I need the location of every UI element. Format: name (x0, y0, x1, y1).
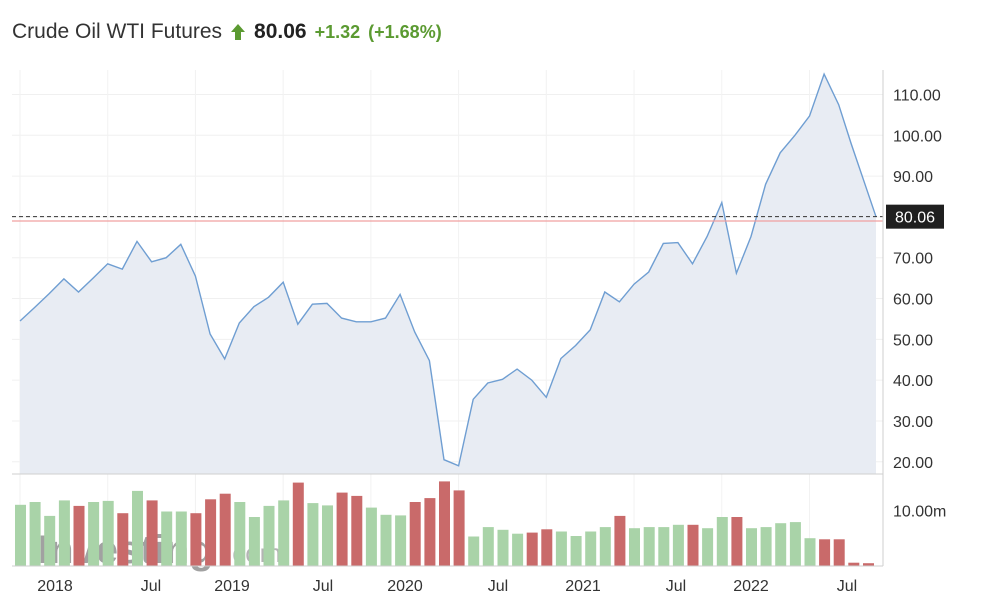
y-tick-label: 110.00 (893, 87, 941, 104)
volume-bar (468, 536, 480, 566)
volume-bar (585, 531, 597, 566)
volume-bar (482, 527, 494, 566)
chart-header: Crude Oil WTI Futures 80.06 +1.32 (+1.68… (12, 14, 442, 50)
x-tick-label: Jul (488, 578, 508, 595)
volume-bar (702, 528, 714, 566)
volume-bar (146, 500, 158, 566)
volume-bar (380, 514, 392, 566)
volume-bar (161, 511, 173, 566)
volume-bar (789, 522, 801, 566)
price-area-fill (20, 74, 876, 474)
y-tick-label: 100.00 (893, 128, 942, 145)
x-tick-label: 2018 (37, 578, 73, 595)
y-tick-label: 20.00 (893, 455, 933, 472)
y-tick-label: 60.00 (893, 292, 933, 309)
volume-bar (102, 500, 114, 566)
price-change-percent: (+1.68%) (368, 21, 442, 42)
volume-bar (424, 498, 436, 566)
volume-bar (351, 495, 363, 566)
chart-axes (12, 70, 884, 567)
axis-labels: 110.00 100.00 90.00 70.00 60.00 50.00 40.00 30.… (37, 87, 946, 595)
volume-bar (672, 524, 684, 566)
volume-bar (453, 490, 465, 566)
last-price-tag-text: 80.06 (895, 210, 935, 227)
volume-bar (58, 500, 70, 566)
volume-bar (117, 513, 129, 566)
x-tick-label: Jul (141, 578, 161, 595)
volume-bar (234, 502, 246, 566)
y-tick-label: 50.00 (893, 332, 933, 349)
x-tick-label: 2022 (733, 578, 769, 595)
price-change: +1.32 (314, 21, 361, 42)
volume-bar (205, 499, 217, 567)
volume-bar (746, 528, 757, 566)
volume-bar (307, 503, 319, 566)
volume-bar (570, 536, 582, 566)
volume-bar (497, 529, 509, 566)
volume-bar (278, 500, 290, 566)
x-tick-label: Jul (313, 578, 333, 595)
volume-bars (15, 481, 874, 567)
x-tick-label: 2019 (214, 578, 250, 595)
volume-bar (336, 492, 348, 566)
volume-bar (409, 502, 421, 566)
x-tick-label: 2020 (387, 578, 423, 595)
volume-bar (687, 524, 699, 566)
volume-bar (716, 517, 728, 566)
volume-bar (132, 490, 143, 566)
volume-bar (775, 523, 787, 566)
y-tick-label: 30.00 (893, 414, 933, 431)
x-tick-label: Jul (666, 578, 686, 595)
volume-bar (263, 505, 275, 566)
last-price-tag-bg (886, 204, 944, 229)
volume-bar (555, 531, 567, 566)
volume-bar (848, 562, 860, 566)
volume-bar (541, 529, 553, 566)
volume-bar (599, 527, 611, 566)
volume-bar (73, 505, 85, 566)
volume-bar (248, 517, 260, 566)
volume-bar (175, 511, 187, 566)
volume-bar (395, 515, 407, 566)
volume-bar (731, 517, 743, 566)
x-tick-label: Jul (837, 578, 857, 595)
volume-bar (322, 505, 333, 566)
volume-bar (629, 528, 640, 566)
volume-bar (439, 481, 450, 566)
volume-bar (88, 502, 100, 566)
volume-bar (760, 527, 772, 566)
volume-bar (643, 527, 655, 566)
volume-bar (658, 527, 670, 566)
volume-bar (512, 533, 524, 566)
volume-bar (863, 563, 874, 566)
y-tick-label: 70.00 (893, 251, 933, 268)
volume-bar (219, 493, 231, 566)
last-price: 80.06 (254, 20, 307, 43)
volume-bar (804, 538, 816, 566)
volume-tick-label: 10.00m (893, 503, 946, 520)
volume-bar (15, 504, 26, 566)
up-arrow-icon (231, 24, 246, 40)
volume-bar (190, 513, 202, 566)
y-tick-label: 40.00 (893, 373, 933, 390)
volume-bar (833, 539, 845, 566)
y-tick-label: 90.00 (893, 169, 933, 186)
volume-bar (526, 532, 538, 566)
last-price-tag: 80.06 (886, 204, 944, 229)
volume-bar (29, 502, 41, 566)
volume-bar (614, 515, 626, 566)
price-series (12, 72, 883, 474)
volume-bar (44, 515, 56, 566)
volume-bar (365, 507, 377, 566)
instrument-title: Crude Oil WTI Futures (12, 20, 223, 43)
volume-bar (292, 482, 304, 566)
volume-bar (819, 539, 831, 566)
x-tick-label: 2021 (565, 578, 601, 595)
price-line (19, 72, 877, 467)
